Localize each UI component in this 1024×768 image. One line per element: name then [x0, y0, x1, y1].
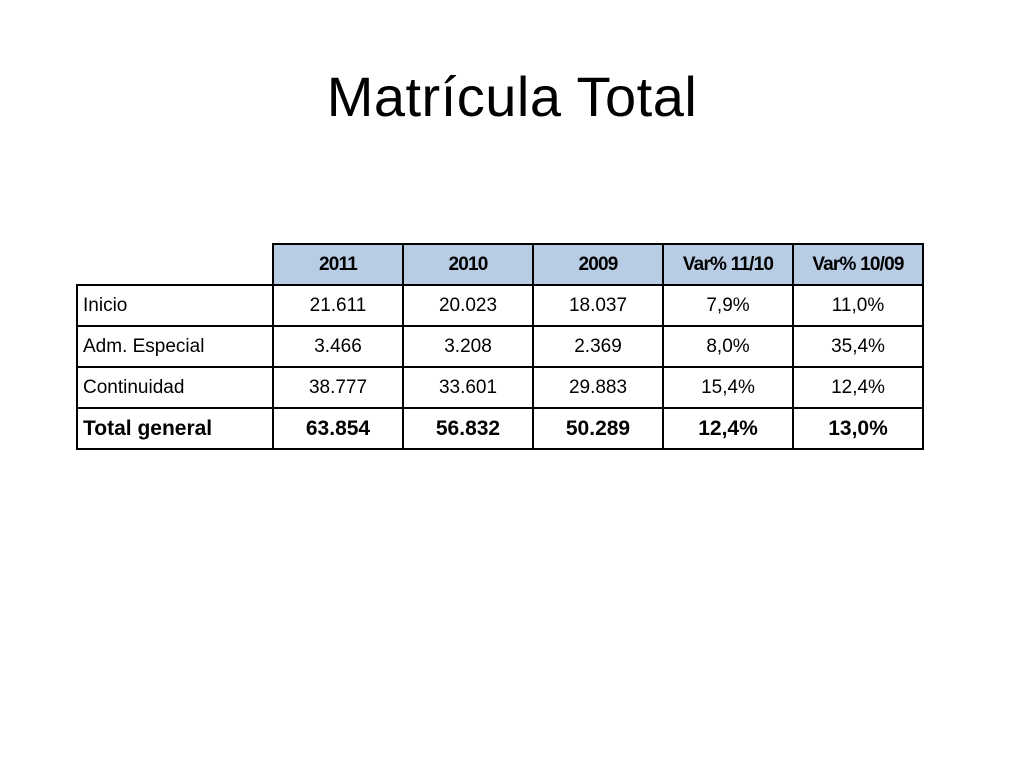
table-cell: 56.832: [402, 407, 534, 450]
table-cell: 38.777: [272, 366, 404, 409]
header-cell-2011: 2011: [272, 243, 404, 286]
header-cell-var-11-10: Var% 11/10: [662, 243, 794, 286]
row-label: Continuidad: [76, 366, 274, 409]
table-row: Inicio 21.611 20.023 18.037 7,9% 11,0%: [76, 284, 924, 327]
table-cell: 7,9%: [662, 284, 794, 327]
table-cell: 21.611: [272, 284, 404, 327]
table-cell: 2.369: [532, 325, 664, 368]
header-cell-2009: 2009: [532, 243, 664, 286]
table-cell: 8,0%: [662, 325, 794, 368]
table-cell: 35,4%: [792, 325, 924, 368]
table-cell: 18.037: [532, 284, 664, 327]
table-row: Adm. Especial 3.466 3.208 2.369 8,0% 35,…: [76, 325, 924, 368]
table-cell: 13,0%: [792, 407, 924, 450]
table-cell: 3.208: [402, 325, 534, 368]
table-cell: 12,4%: [792, 366, 924, 409]
table-row: Continuidad 38.777 33.601 29.883 15,4% 1…: [76, 366, 924, 409]
row-label: Adm. Especial: [76, 325, 274, 368]
header-corner-cell: [77, 244, 274, 286]
enrollment-table: 2011 2010 2009 Var% 11/10 Var% 10/09 Ini…: [76, 243, 924, 450]
slide-title: Matrícula Total: [326, 65, 698, 128]
table-total-row: Total general 63.854 56.832 50.289 12,4%…: [76, 407, 924, 450]
table-cell: 63.854: [272, 407, 404, 450]
table-cell: 11,0%: [792, 284, 924, 327]
table-cell: 29.883: [532, 366, 664, 409]
row-label: Inicio: [76, 284, 274, 327]
table-cell: 33.601: [402, 366, 534, 409]
table-header-row: 2011 2010 2009 Var% 11/10 Var% 10/09: [77, 243, 924, 286]
header-cell-var-10-09: Var% 10/09: [792, 243, 924, 286]
table-cell: 20.023: [402, 284, 534, 327]
header-cell-2010: 2010: [402, 243, 534, 286]
table-cell: 12,4%: [662, 407, 794, 450]
table-cell: 3.466: [272, 325, 404, 368]
table-cell: 50.289: [532, 407, 664, 450]
row-label: Total general: [76, 407, 274, 450]
table-cell: 15,4%: [662, 366, 794, 409]
